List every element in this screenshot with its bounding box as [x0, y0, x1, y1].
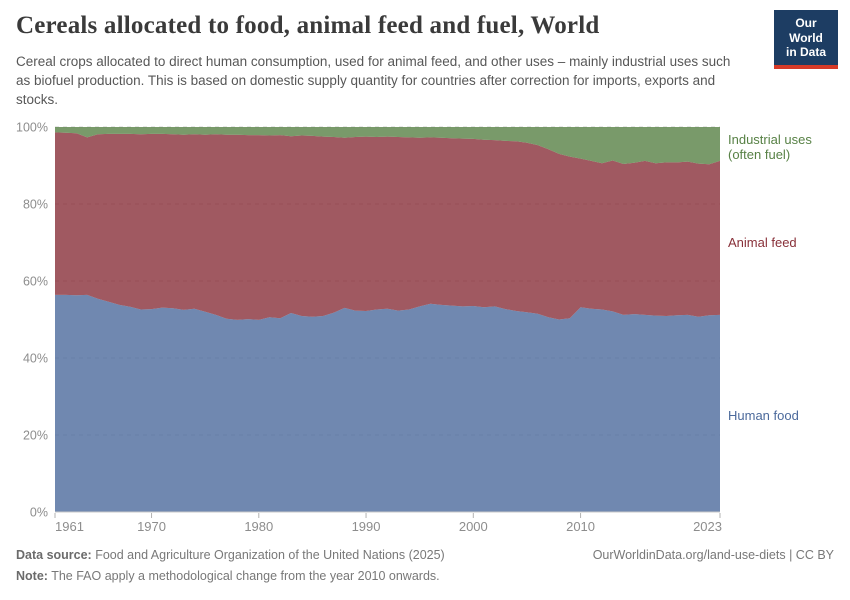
area-human-food[interactable] [55, 294, 720, 512]
x-tick-label-1990: 1990 [352, 519, 381, 534]
data-source-label: Data source: [16, 548, 92, 562]
owid-logo-line2: in Data [785, 45, 826, 60]
y-tick-label-100: 100% [16, 121, 48, 135]
x-tick-label-1961: 1961 [55, 519, 84, 534]
area-industrial-uses[interactable] [55, 127, 720, 165]
y-tick-label-60: 60% [23, 275, 48, 289]
note-label: Note: [16, 569, 48, 583]
chart-subtitle: Cereal crops allocated to direct human c… [16, 54, 731, 108]
license-link[interactable]: OurWorldinData.org/land-use-diets | CC B… [592, 548, 834, 562]
y-tick-label-0: 0% [30, 506, 48, 520]
note-line: Note: The FAO apply a methodological cha… [16, 569, 696, 583]
y-tick-label-80: 80% [23, 198, 48, 212]
page-title: Cereals allocated to food, animal feed a… [16, 12, 600, 39]
data-source-line: Data source: Food and Agriculture Organi… [16, 548, 576, 562]
y-tick-label-20: 20% [23, 429, 48, 443]
x-tick-label-1970: 1970 [137, 519, 166, 534]
series-label-animal-feed[interactable]: Animal feed [728, 235, 797, 250]
x-tick-label-2000: 2000 [459, 519, 488, 534]
x-tick-label-2010: 2010 [566, 519, 595, 534]
series-label-industrial-uses[interactable]: Industrial uses (often fuel) [728, 132, 812, 163]
data-source-text: Food and Agriculture Organization of the… [91, 548, 445, 562]
note-text: The FAO apply a methodological change fr… [47, 569, 440, 583]
owid-logo[interactable]: Our World in Data [774, 10, 838, 69]
y-tick-label-40: 40% [23, 352, 48, 366]
owid-logo-line1: Our World [789, 16, 823, 45]
x-tick-label-1980: 1980 [244, 519, 273, 534]
series-label-human-food[interactable]: Human food [728, 408, 799, 423]
x-tick-label-2023: 2023 [693, 519, 722, 534]
area-animal-feed[interactable] [55, 132, 720, 320]
